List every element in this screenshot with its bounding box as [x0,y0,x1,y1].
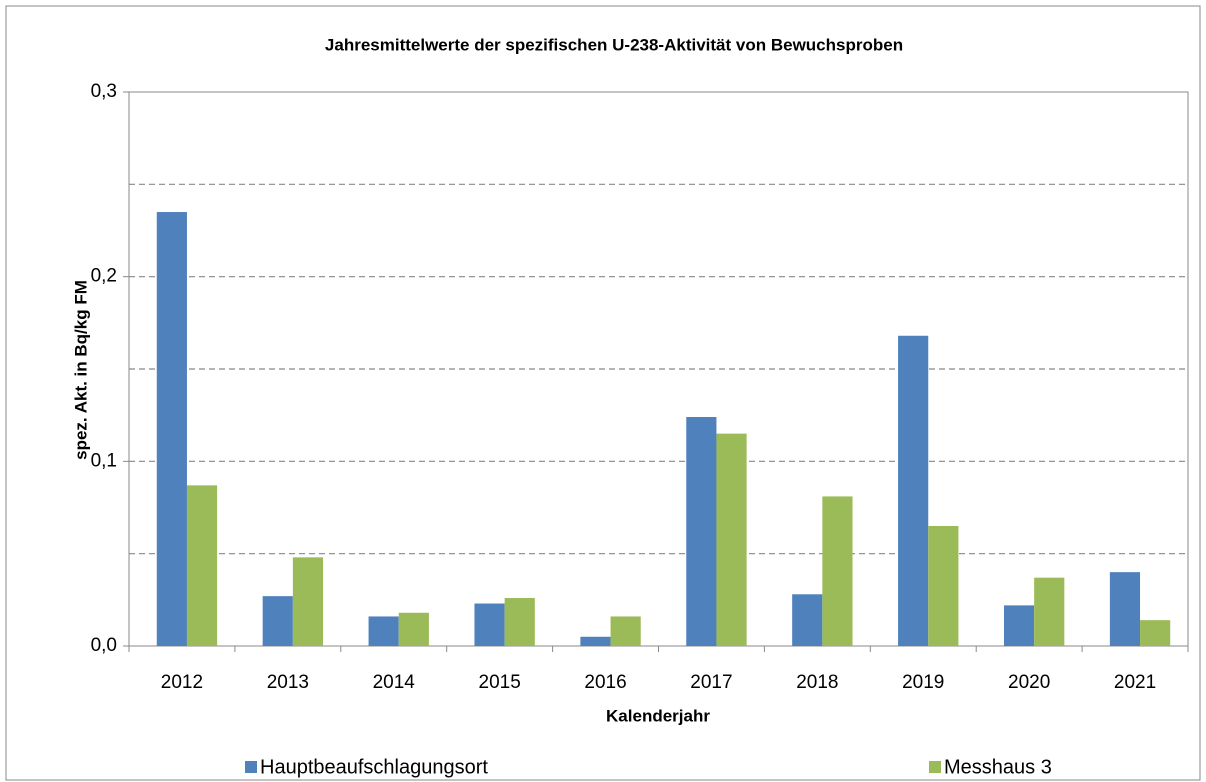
chart-border [5,5,1201,781]
x-tick-label: 2018 [796,672,838,693]
chart-title: Jahresmittelwerte der spezifischen U-238… [325,35,903,54]
x-tick-label: 2012 [161,672,203,693]
bar [1140,620,1171,646]
x-tick-label: 2016 [584,672,626,693]
bar [716,433,747,646]
x-tick-label: 2019 [902,672,944,693]
legend-label: Hauptbeaufschlagungsort [260,756,488,778]
x-tick-label: 2015 [479,672,521,693]
x-tick-label: 2021 [1114,672,1156,693]
bar [156,212,187,647]
bar [898,335,929,646]
bar [928,525,959,646]
bar [686,417,717,646]
bar [292,557,324,646]
bar [610,616,641,646]
bar [368,616,399,646]
bar [792,594,823,646]
x-tick-label: 2020 [1008,672,1050,693]
bar [822,496,853,646]
y-tick-label: 0,0 [91,635,117,656]
bar [398,612,429,646]
x-tick-label: 2017 [690,672,732,693]
y-tick-label: 0,3 [91,81,117,102]
x-tick-label: 2014 [373,672,416,693]
bar [262,596,293,646]
legend-swatch [245,761,257,773]
x-tick-label: 2013 [267,672,309,693]
y-tick-label: 0,1 [91,450,117,471]
legend-swatch [929,761,941,773]
bar [186,485,218,646]
bar [580,636,611,646]
legend-label: Messhaus 3 [944,756,1052,778]
bar [1003,605,1035,646]
bar [474,603,505,646]
bar [1109,572,1141,646]
x-axis-label: Kalenderjahr [606,706,710,725]
y-tick-label: 0,2 [91,266,117,287]
bar [1034,577,1065,646]
bar [504,597,535,646]
y-axis-label: spez. Akt. in Bq/kg FM [71,280,90,460]
